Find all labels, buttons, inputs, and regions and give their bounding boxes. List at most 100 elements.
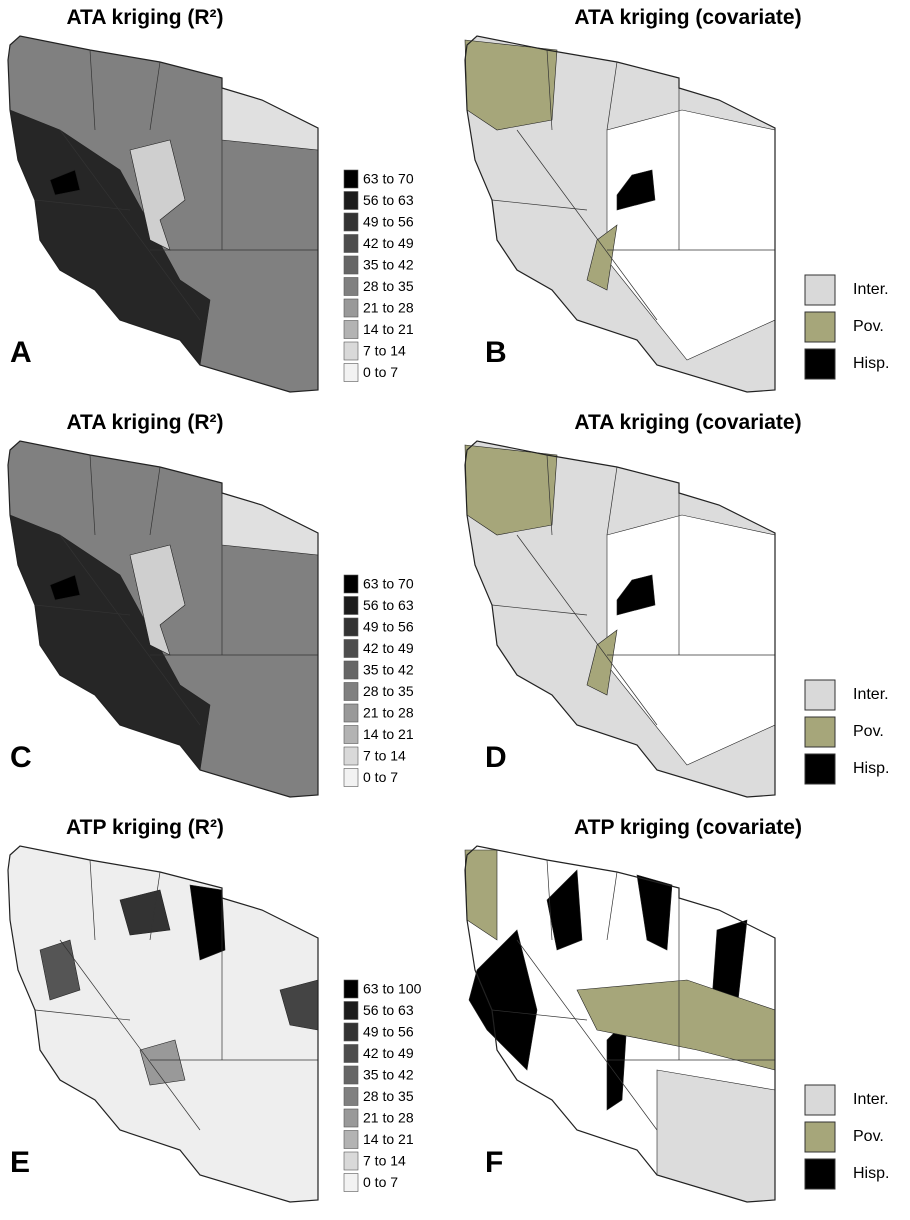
legend-label: 21 to 28	[363, 705, 414, 721]
legend-swatch	[804, 311, 836, 343]
panel-title: ATP kriging (R²)	[66, 816, 224, 839]
map-outline	[7, 845, 319, 1203]
map-outline	[464, 35, 776, 393]
county-line	[59, 939, 201, 1131]
legend-label: 21 to 28	[363, 1110, 414, 1126]
panel-letter: C	[10, 741, 32, 774]
legend-label: 63 to 70	[363, 576, 414, 592]
legend-label: 49 to 56	[363, 1024, 414, 1040]
legend-label: 7 to 14	[363, 748, 406, 764]
panel-letter: D	[485, 741, 507, 774]
panel-title: ATA kriging (covariate)	[574, 411, 801, 434]
legend-label: 49 to 56	[363, 619, 414, 635]
legend-swatch	[343, 1001, 359, 1020]
legend-label: Hisp.	[853, 355, 889, 372]
map	[464, 440, 776, 798]
legend-swatch	[343, 298, 359, 318]
county-line	[516, 534, 658, 726]
county-line	[491, 199, 588, 211]
legend-swatch	[343, 1087, 359, 1106]
county-line	[606, 871, 618, 941]
panel-letter: B	[485, 336, 507, 369]
legend-swatch	[804, 753, 836, 785]
legend-swatch	[343, 725, 359, 744]
legend-swatch	[343, 1022, 359, 1042]
map-region	[139, 1039, 186, 1086]
legend-swatch	[343, 363, 359, 382]
legend-label: Pov.	[853, 723, 884, 740]
map-region	[586, 224, 618, 291]
map-region	[221, 492, 319, 556]
legend-swatch	[343, 660, 359, 680]
legend-label: Pov.	[853, 1128, 884, 1145]
panel-title: ATA kriging (R²)	[66, 6, 223, 29]
map	[464, 35, 776, 393]
county-line	[34, 199, 131, 211]
map-region	[586, 629, 618, 696]
map-outline	[464, 845, 776, 1203]
legend-label: 42 to 49	[363, 640, 414, 656]
county-line	[59, 534, 201, 726]
map-outline	[464, 440, 776, 798]
legend-swatch	[804, 679, 836, 711]
legend-label: Hisp.	[853, 760, 889, 777]
legend-swatch	[343, 1151, 359, 1171]
legend-label: 0 to 7	[363, 364, 398, 380]
county-line	[491, 1009, 588, 1021]
legend-label: 63 to 100	[363, 981, 422, 997]
map-outline	[7, 35, 319, 393]
map-region	[129, 544, 186, 656]
panel-title: ATP kriging (covariate)	[574, 816, 802, 839]
legend-swatch	[343, 1065, 359, 1085]
legend-swatch	[343, 341, 359, 361]
map-region	[49, 169, 81, 196]
panel: ATA kriging (covariate) B Inter. Pov. Hisp.	[464, 6, 889, 393]
legend-swatch	[804, 716, 836, 748]
county-line	[516, 939, 658, 1131]
map-region	[656, 1069, 776, 1203]
legend-label: 35 to 42	[363, 662, 414, 678]
map-region	[546, 869, 583, 951]
legend-swatch	[343, 277, 359, 296]
map-region	[464, 39, 558, 131]
legend-swatch	[343, 979, 359, 999]
legend-swatch	[343, 1044, 359, 1063]
panel: ATP kriging (covariate) F Inter. Pov. Hisp.	[464, 816, 889, 1203]
legend-label: 7 to 14	[363, 343, 406, 359]
legend-label: 42 to 49	[363, 235, 414, 251]
legend-label: 42 to 49	[363, 1045, 414, 1061]
map-region	[468, 929, 538, 1071]
legend-label: Pov.	[853, 318, 884, 335]
map-region	[189, 884, 226, 961]
legend-swatch	[343, 617, 359, 637]
panel-letter: F	[485, 1146, 503, 1179]
legend-swatch	[343, 320, 359, 339]
county-line	[34, 1009, 131, 1021]
county-line	[149, 466, 161, 536]
map-region	[616, 169, 656, 211]
legend-swatch	[343, 768, 359, 787]
panel-letter: E	[10, 1146, 30, 1179]
legend-swatch	[343, 746, 359, 766]
legend-swatch	[343, 1108, 359, 1128]
map-region	[616, 574, 656, 616]
legend-label: 21 to 28	[363, 300, 414, 316]
legend-label: 7 to 14	[363, 1153, 406, 1169]
legend-swatch	[343, 682, 359, 701]
legend-swatch	[804, 348, 836, 380]
panel: ATA kriging (R²) A 63 to 70 56 to 63 49 to 5…	[7, 6, 414, 393]
map-region	[119, 889, 171, 936]
county-line	[59, 129, 201, 321]
legend-label: Inter.	[853, 281, 889, 298]
legend-label: 49 to 56	[363, 214, 414, 230]
map-base	[8, 846, 318, 1202]
legend-label: 35 to 42	[363, 1067, 414, 1083]
panel: ATP kriging (R²) E 63 to 100 56 to 63 49 to …	[7, 816, 422, 1203]
legend-swatch	[343, 191, 359, 210]
map-region	[39, 939, 81, 1001]
legend-label: 28 to 35	[363, 683, 414, 699]
map-region	[221, 87, 319, 151]
legend-swatch	[343, 1130, 359, 1149]
map	[464, 845, 776, 1203]
